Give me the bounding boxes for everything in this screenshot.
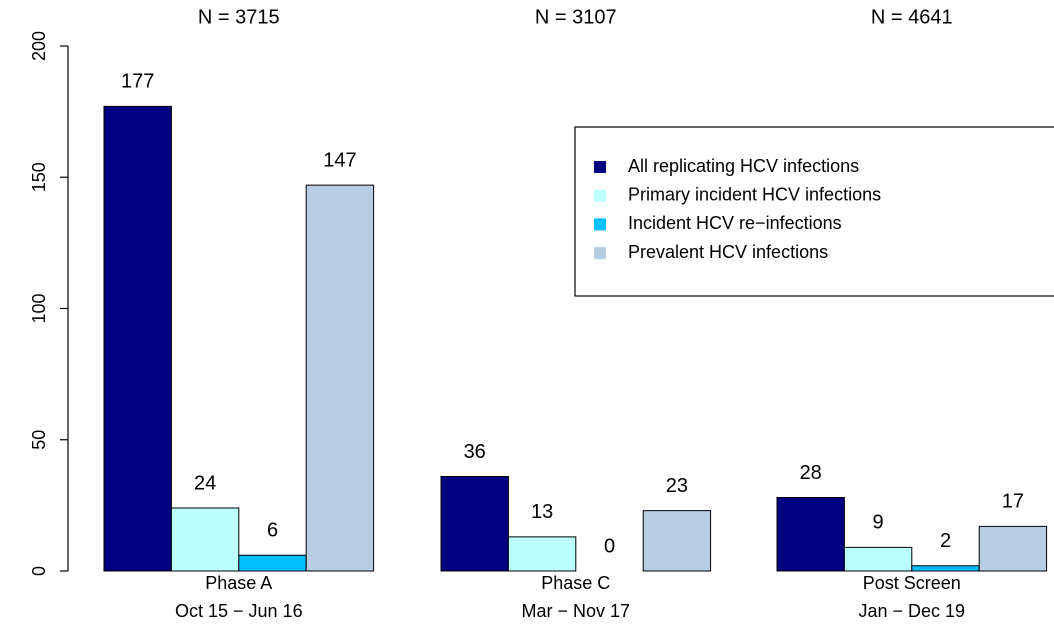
value-label: 23 [666,475,688,497]
bar [776,497,845,572]
x-tick-sublabel: Jan − Dec 19 [859,601,966,621]
y-tick-label: 150 [29,162,49,192]
value-label: 24 [194,472,216,494]
bar [170,507,240,572]
legend-swatch [594,161,606,173]
bar [507,536,577,572]
bar [843,546,913,572]
value-label: 17 [1002,491,1024,513]
legend-label: All replicating HCV infections [628,156,859,176]
legend-swatch [594,189,606,202]
x-tick-sublabel: Mar − Nov 17 [522,601,631,621]
x-tick-label: Post Screen [863,573,961,593]
x-tick-sublabel: Oct 15 − Jun 16 [175,601,303,621]
value-label: 177 [121,71,154,93]
annotation: N = 4641 [871,6,953,28]
bar [103,105,172,572]
x-tick-label: Phase A [205,573,272,593]
legend-label: Prevalent HCV infections [628,242,828,262]
y-tick-label: 100 [29,293,49,323]
value-label: 9 [873,512,884,534]
legend-label: Primary incident HCV infections [628,184,881,204]
y-tick-label: 50 [29,430,49,450]
y-tick-label: 0 [29,566,49,576]
value-label: 13 [531,501,553,523]
bar [642,510,712,572]
bar [440,476,509,572]
value-label: 0 [604,535,615,557]
value-label: 36 [464,441,486,463]
annotation: N = 3715 [198,6,280,28]
y-tick-label: 200 [29,31,49,61]
annotation: N = 3107 [535,6,617,28]
bar [978,525,1048,572]
bar [305,184,375,572]
value-label: 6 [267,520,278,542]
bar [238,554,307,572]
value-label: 147 [323,149,356,171]
legend-swatch [594,247,606,260]
x-tick-label: Phase C [541,573,610,593]
bar [911,565,980,572]
legend-swatch [594,218,606,231]
legend-label: Incident HCV re−infections [628,213,842,233]
value-label: 2 [940,530,951,552]
value-label: 28 [800,462,822,484]
legend-box [574,126,1054,297]
